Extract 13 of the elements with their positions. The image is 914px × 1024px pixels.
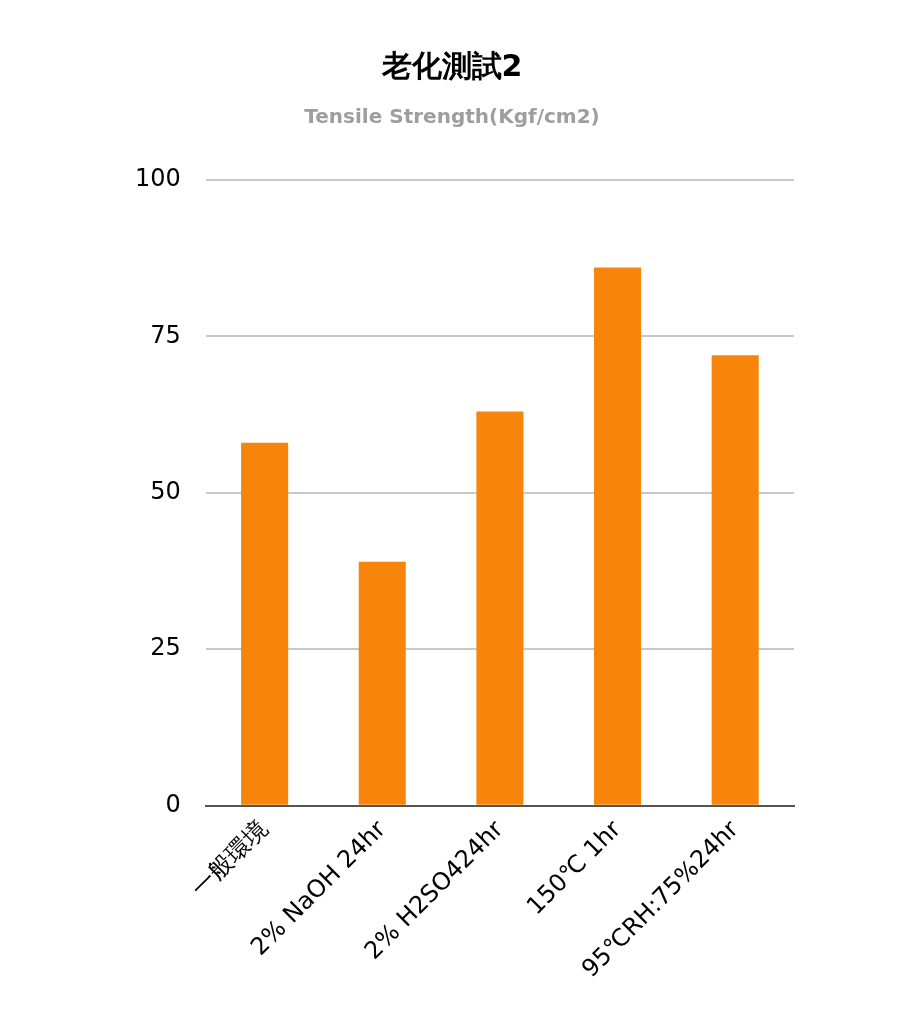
bar [476, 411, 524, 805]
y-tick-label: 25 [150, 633, 181, 662]
bar [241, 442, 289, 805]
y-tick-label: 50 [150, 477, 181, 506]
x-tick-label: 一般環境 [185, 814, 274, 903]
y-tick-label: 100 [135, 164, 181, 193]
bar [711, 355, 759, 805]
y-tick-label: 0 [165, 789, 181, 818]
chart-subtitle: Tensile Strength(Kgf/cm2) [304, 104, 600, 129]
chart-title: 老化測試2 [380, 47, 523, 83]
bar [358, 561, 406, 805]
y-tick-label: 75 [150, 320, 181, 349]
bar [594, 267, 642, 805]
